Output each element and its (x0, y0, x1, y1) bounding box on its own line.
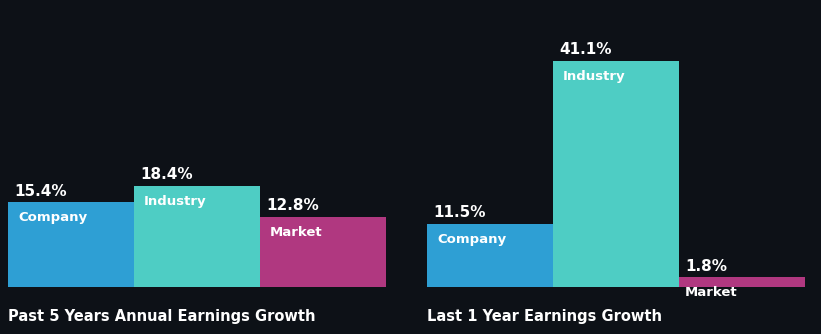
Bar (553, 61, 679, 287)
Text: 1.8%: 1.8% (685, 259, 727, 274)
Text: Company: Company (18, 211, 87, 224)
Text: 18.4%: 18.4% (140, 167, 193, 182)
Text: 15.4%: 15.4% (15, 184, 67, 199)
Text: Industry: Industry (144, 195, 207, 208)
Bar (679, 277, 805, 287)
Text: Industry: Industry (563, 70, 626, 83)
Bar (427, 224, 553, 287)
Bar (260, 217, 386, 287)
Text: Last 1 Year Earnings Growth: Last 1 Year Earnings Growth (427, 309, 662, 324)
Text: Market: Market (685, 286, 737, 299)
Text: Market: Market (270, 226, 323, 239)
Text: 41.1%: 41.1% (559, 42, 612, 57)
Bar (8, 202, 134, 287)
Bar (134, 186, 260, 287)
Text: Company: Company (437, 233, 506, 246)
Text: 11.5%: 11.5% (433, 205, 486, 220)
Text: 12.8%: 12.8% (266, 198, 319, 213)
Text: Past 5 Years Annual Earnings Growth: Past 5 Years Annual Earnings Growth (8, 309, 316, 324)
